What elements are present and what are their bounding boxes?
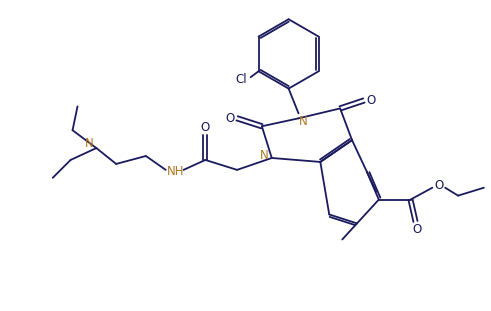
Text: N: N xyxy=(259,149,268,161)
Text: O: O xyxy=(366,94,376,107)
Text: NH: NH xyxy=(167,165,185,178)
Text: O: O xyxy=(225,112,235,125)
Text: O: O xyxy=(413,223,422,236)
Text: O: O xyxy=(201,121,210,134)
Text: N: N xyxy=(85,137,94,150)
Text: N: N xyxy=(299,115,308,128)
Text: O: O xyxy=(435,179,444,192)
Text: Cl: Cl xyxy=(235,73,246,86)
